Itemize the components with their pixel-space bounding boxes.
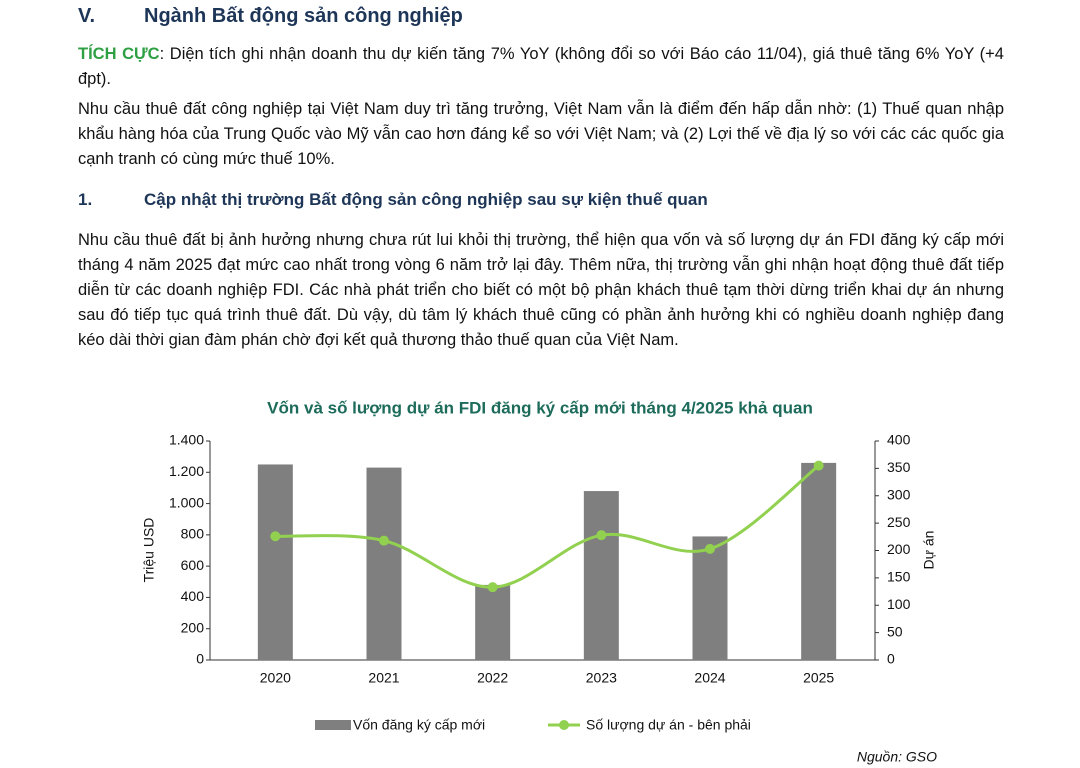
y2-tick-label: 100 bbox=[887, 596, 911, 612]
y-tick-label: 800 bbox=[181, 526, 205, 542]
legend-swatch bbox=[559, 720, 569, 730]
source: Nguồn: GSO bbox=[857, 749, 937, 765]
y-tick-label: 1.000 bbox=[169, 494, 204, 510]
y2-tick-label: 0 bbox=[887, 651, 895, 667]
positive-paragraph: TÍCH CỰC: Diện tích ghi nhận doanh thu d… bbox=[78, 42, 1004, 92]
x-tick-label: 2024 bbox=[694, 670, 725, 686]
chart-title: Vốn và số lượng dự án FDI đăng ký cấp mớ… bbox=[267, 398, 813, 417]
positive-label: TÍCH CỰC bbox=[78, 45, 160, 63]
y2-tick-label: 50 bbox=[887, 623, 903, 639]
bar bbox=[583, 491, 619, 660]
bar bbox=[475, 584, 511, 660]
y2-tick-label: 350 bbox=[887, 459, 911, 475]
y2-tick-label: 150 bbox=[887, 569, 911, 585]
y-tick-label: 0 bbox=[196, 651, 204, 667]
line-point bbox=[813, 460, 824, 471]
legend-label: Vốn đăng ký cấp mới bbox=[353, 717, 485, 733]
x-tick-label: 2023 bbox=[586, 670, 617, 686]
paragraph: Nhu cầu thuê đất bị ảnh hưởng nhưng chưa… bbox=[78, 231, 1004, 349]
bar bbox=[257, 464, 293, 660]
y2-tick-label: 300 bbox=[887, 486, 911, 502]
line-point bbox=[379, 535, 389, 546]
bar bbox=[692, 536, 728, 660]
legend-label: Số lượng dự án - bên phải bbox=[586, 717, 751, 733]
line-point bbox=[270, 531, 281, 542]
positive-text: : Diện tích ghi nhận doanh thu dự kiến t… bbox=[78, 45, 1004, 88]
y-axis-label: Triệu USD bbox=[141, 518, 157, 583]
y-tick-label: 1.200 bbox=[169, 463, 204, 479]
subsection-heading: 1. Cập nhật thị trường Bất động sản công … bbox=[78, 187, 1004, 212]
paragraph: Nhu cầu thuê đất công nghiệp tại Việt Na… bbox=[78, 100, 1004, 168]
y2-tick-label: 400 bbox=[887, 432, 911, 448]
y2-tick-label: 250 bbox=[887, 514, 911, 530]
section-heading: V. Ngành Bất động sản công nghiệp bbox=[78, 3, 1004, 29]
line-point bbox=[705, 543, 715, 554]
x-tick-label: 2022 bbox=[477, 670, 508, 686]
x-tick-label: 2021 bbox=[368, 670, 399, 686]
x-tick-label: 2025 bbox=[803, 670, 834, 686]
legend-swatch bbox=[315, 720, 351, 730]
section-number: V. bbox=[78, 5, 96, 27]
line-point bbox=[596, 530, 607, 541]
y-tick-label: 400 bbox=[181, 588, 205, 604]
subsection-title: Cập nhật thị trường Bất động sản công ng… bbox=[144, 190, 708, 209]
bar bbox=[801, 462, 837, 660]
x-tick-label: 2020 bbox=[260, 670, 291, 686]
section-title: Ngành Bất động sản công nghiệp bbox=[144, 5, 463, 27]
subsection-number: 1. bbox=[78, 190, 93, 209]
y-tick-label: 1.400 bbox=[169, 432, 204, 448]
y-tick-label: 200 bbox=[181, 619, 205, 635]
y2-tick-label: 200 bbox=[887, 541, 911, 557]
y2-axis-label: Dự án bbox=[921, 531, 937, 570]
line bbox=[275, 464, 820, 589]
line-point bbox=[487, 582, 498, 593]
y-tick-label: 600 bbox=[181, 557, 205, 573]
bar bbox=[366, 467, 402, 660]
